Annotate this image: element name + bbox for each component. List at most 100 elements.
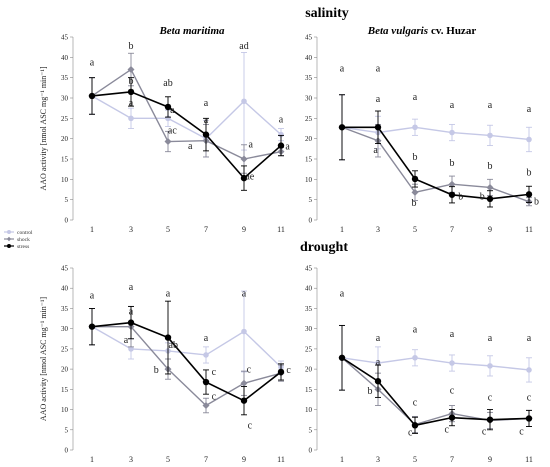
y-tick-label: 10 bbox=[61, 176, 69, 184]
y-tick-label: 10 bbox=[305, 176, 313, 184]
y-tick-label: 0 bbox=[65, 217, 69, 225]
y-tick-label: 40 bbox=[61, 285, 69, 293]
significance-letter: a bbox=[488, 100, 493, 111]
y-tick-label: 5 bbox=[309, 426, 313, 434]
x-tick-label: 5 bbox=[166, 455, 170, 464]
significance-letter: c bbox=[212, 367, 217, 378]
significance-letter: a bbox=[527, 104, 532, 115]
x-tick-label: 1 bbox=[90, 225, 94, 234]
y-tick-label: 25 bbox=[305, 115, 313, 123]
series-stress bbox=[88, 300, 285, 416]
series-line-control bbox=[91, 326, 282, 368]
series-shock bbox=[338, 324, 533, 434]
significance-letter: c bbox=[248, 421, 253, 432]
legend-item-stress: stress bbox=[4, 244, 29, 250]
data-point-stress bbox=[202, 131, 210, 138]
significance-letter: a bbox=[373, 145, 378, 156]
y-tick-label: 15 bbox=[61, 386, 69, 394]
x-tick-label: 7 bbox=[204, 225, 208, 234]
significance-letter: a bbox=[376, 357, 381, 368]
significance-letter: a bbox=[340, 64, 345, 75]
series-line-control bbox=[91, 95, 282, 140]
significance-letter: c bbox=[286, 365, 291, 376]
significance-letter: c bbox=[212, 391, 217, 402]
series-control bbox=[89, 290, 284, 374]
series-stress bbox=[88, 77, 285, 191]
significance-letter: ad bbox=[239, 41, 248, 52]
y-tick-label: 5 bbox=[65, 196, 69, 204]
data-point-stress bbox=[277, 142, 285, 149]
significance-letter: b bbox=[129, 76, 134, 87]
data-point-control bbox=[449, 360, 455, 366]
significance-letter: a bbox=[488, 333, 493, 344]
significance-letter: ab bbox=[163, 78, 172, 89]
data-point-control bbox=[278, 131, 284, 138]
series-line-stress bbox=[342, 126, 530, 200]
y-tick-label: 20 bbox=[305, 135, 313, 143]
y-tick-label: 30 bbox=[305, 95, 313, 103]
data-point-stress bbox=[202, 378, 210, 386]
y-tick-label: 15 bbox=[61, 156, 69, 164]
data-point-control bbox=[203, 352, 209, 358]
data-point-control bbox=[241, 98, 247, 105]
data-point-stress bbox=[411, 175, 419, 183]
significance-letter: a bbox=[376, 333, 381, 344]
significance-letter: a bbox=[204, 333, 209, 344]
data-point-control bbox=[487, 363, 493, 369]
significance-letter: b bbox=[534, 197, 539, 208]
significance-letter: b bbox=[458, 192, 463, 203]
significance-letter: a bbox=[450, 329, 455, 340]
series-stress bbox=[338, 94, 533, 208]
x-tick-label: 11 bbox=[277, 225, 285, 234]
significance-letter: b bbox=[413, 152, 418, 163]
series-line-stress bbox=[91, 321, 282, 402]
series-line-shock bbox=[92, 325, 282, 407]
y-tick-label: 30 bbox=[305, 325, 313, 333]
series-shock bbox=[88, 52, 285, 174]
data-point-control bbox=[241, 328, 247, 335]
x-tick-label: 9 bbox=[242, 225, 246, 234]
series-line-control bbox=[341, 126, 530, 141]
y-tick-label: 35 bbox=[305, 74, 313, 82]
panel-title-beta-vulgaris: Beta vulgaris cv. Huzar bbox=[367, 25, 477, 37]
x-tick-label: 9 bbox=[488, 455, 492, 464]
y-tick-label: 45 bbox=[61, 34, 69, 42]
significance-letter: ac bbox=[168, 125, 177, 136]
x-tick-label: 3 bbox=[129, 225, 133, 234]
data-point-stress bbox=[127, 319, 135, 326]
data-point-shock bbox=[127, 66, 135, 74]
data-point-stress bbox=[240, 174, 248, 182]
legend-swatch-marker bbox=[6, 236, 12, 242]
data-point-stress bbox=[88, 323, 96, 330]
data-point-stress bbox=[411, 422, 419, 429]
data-point-stress bbox=[164, 103, 172, 111]
legend-label: shock bbox=[17, 237, 30, 243]
data-point-shock bbox=[164, 138, 172, 146]
y-axis-label: AAO activity [nmol ASC mg⁻¹ min⁻¹] bbox=[39, 66, 48, 190]
y-tick-label: 35 bbox=[61, 74, 69, 82]
y-tick-label: 25 bbox=[61, 115, 69, 123]
y-tick-label: 35 bbox=[305, 305, 313, 313]
significance-letter: a bbox=[204, 115, 209, 126]
significance-letter: b bbox=[527, 167, 532, 178]
significance-letter: b bbox=[450, 158, 455, 169]
significance-letter: a bbox=[129, 307, 134, 318]
y-tick-label: 40 bbox=[305, 285, 313, 293]
y-tick-label: 45 bbox=[305, 34, 313, 42]
significance-letter: b bbox=[368, 386, 373, 397]
significance-letter: ab bbox=[169, 340, 178, 351]
series-line-control bbox=[341, 357, 530, 371]
data-point-shock bbox=[411, 188, 419, 196]
legend-label: control bbox=[17, 230, 33, 236]
data-point-stress bbox=[525, 191, 533, 198]
series-stress bbox=[338, 324, 533, 434]
y-axis-label: AAO activity [nmol ASC mg⁻¹ min⁻¹] bbox=[39, 297, 48, 421]
data-point-stress bbox=[374, 378, 382, 385]
data-point-stress bbox=[448, 191, 456, 198]
data-point-stress bbox=[374, 124, 382, 131]
section-title-drought: drought bbox=[300, 240, 348, 255]
significance-letter: a bbox=[413, 325, 418, 336]
y-tick-label: 15 bbox=[305, 386, 313, 394]
